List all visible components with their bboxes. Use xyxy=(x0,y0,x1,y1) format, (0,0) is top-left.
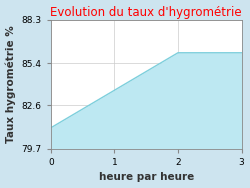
X-axis label: heure par heure: heure par heure xyxy=(98,172,194,182)
Title: Evolution du taux d'hygrométrie: Evolution du taux d'hygrométrie xyxy=(50,6,242,19)
Y-axis label: Taux hygrométrie %: Taux hygrométrie % xyxy=(6,25,16,143)
